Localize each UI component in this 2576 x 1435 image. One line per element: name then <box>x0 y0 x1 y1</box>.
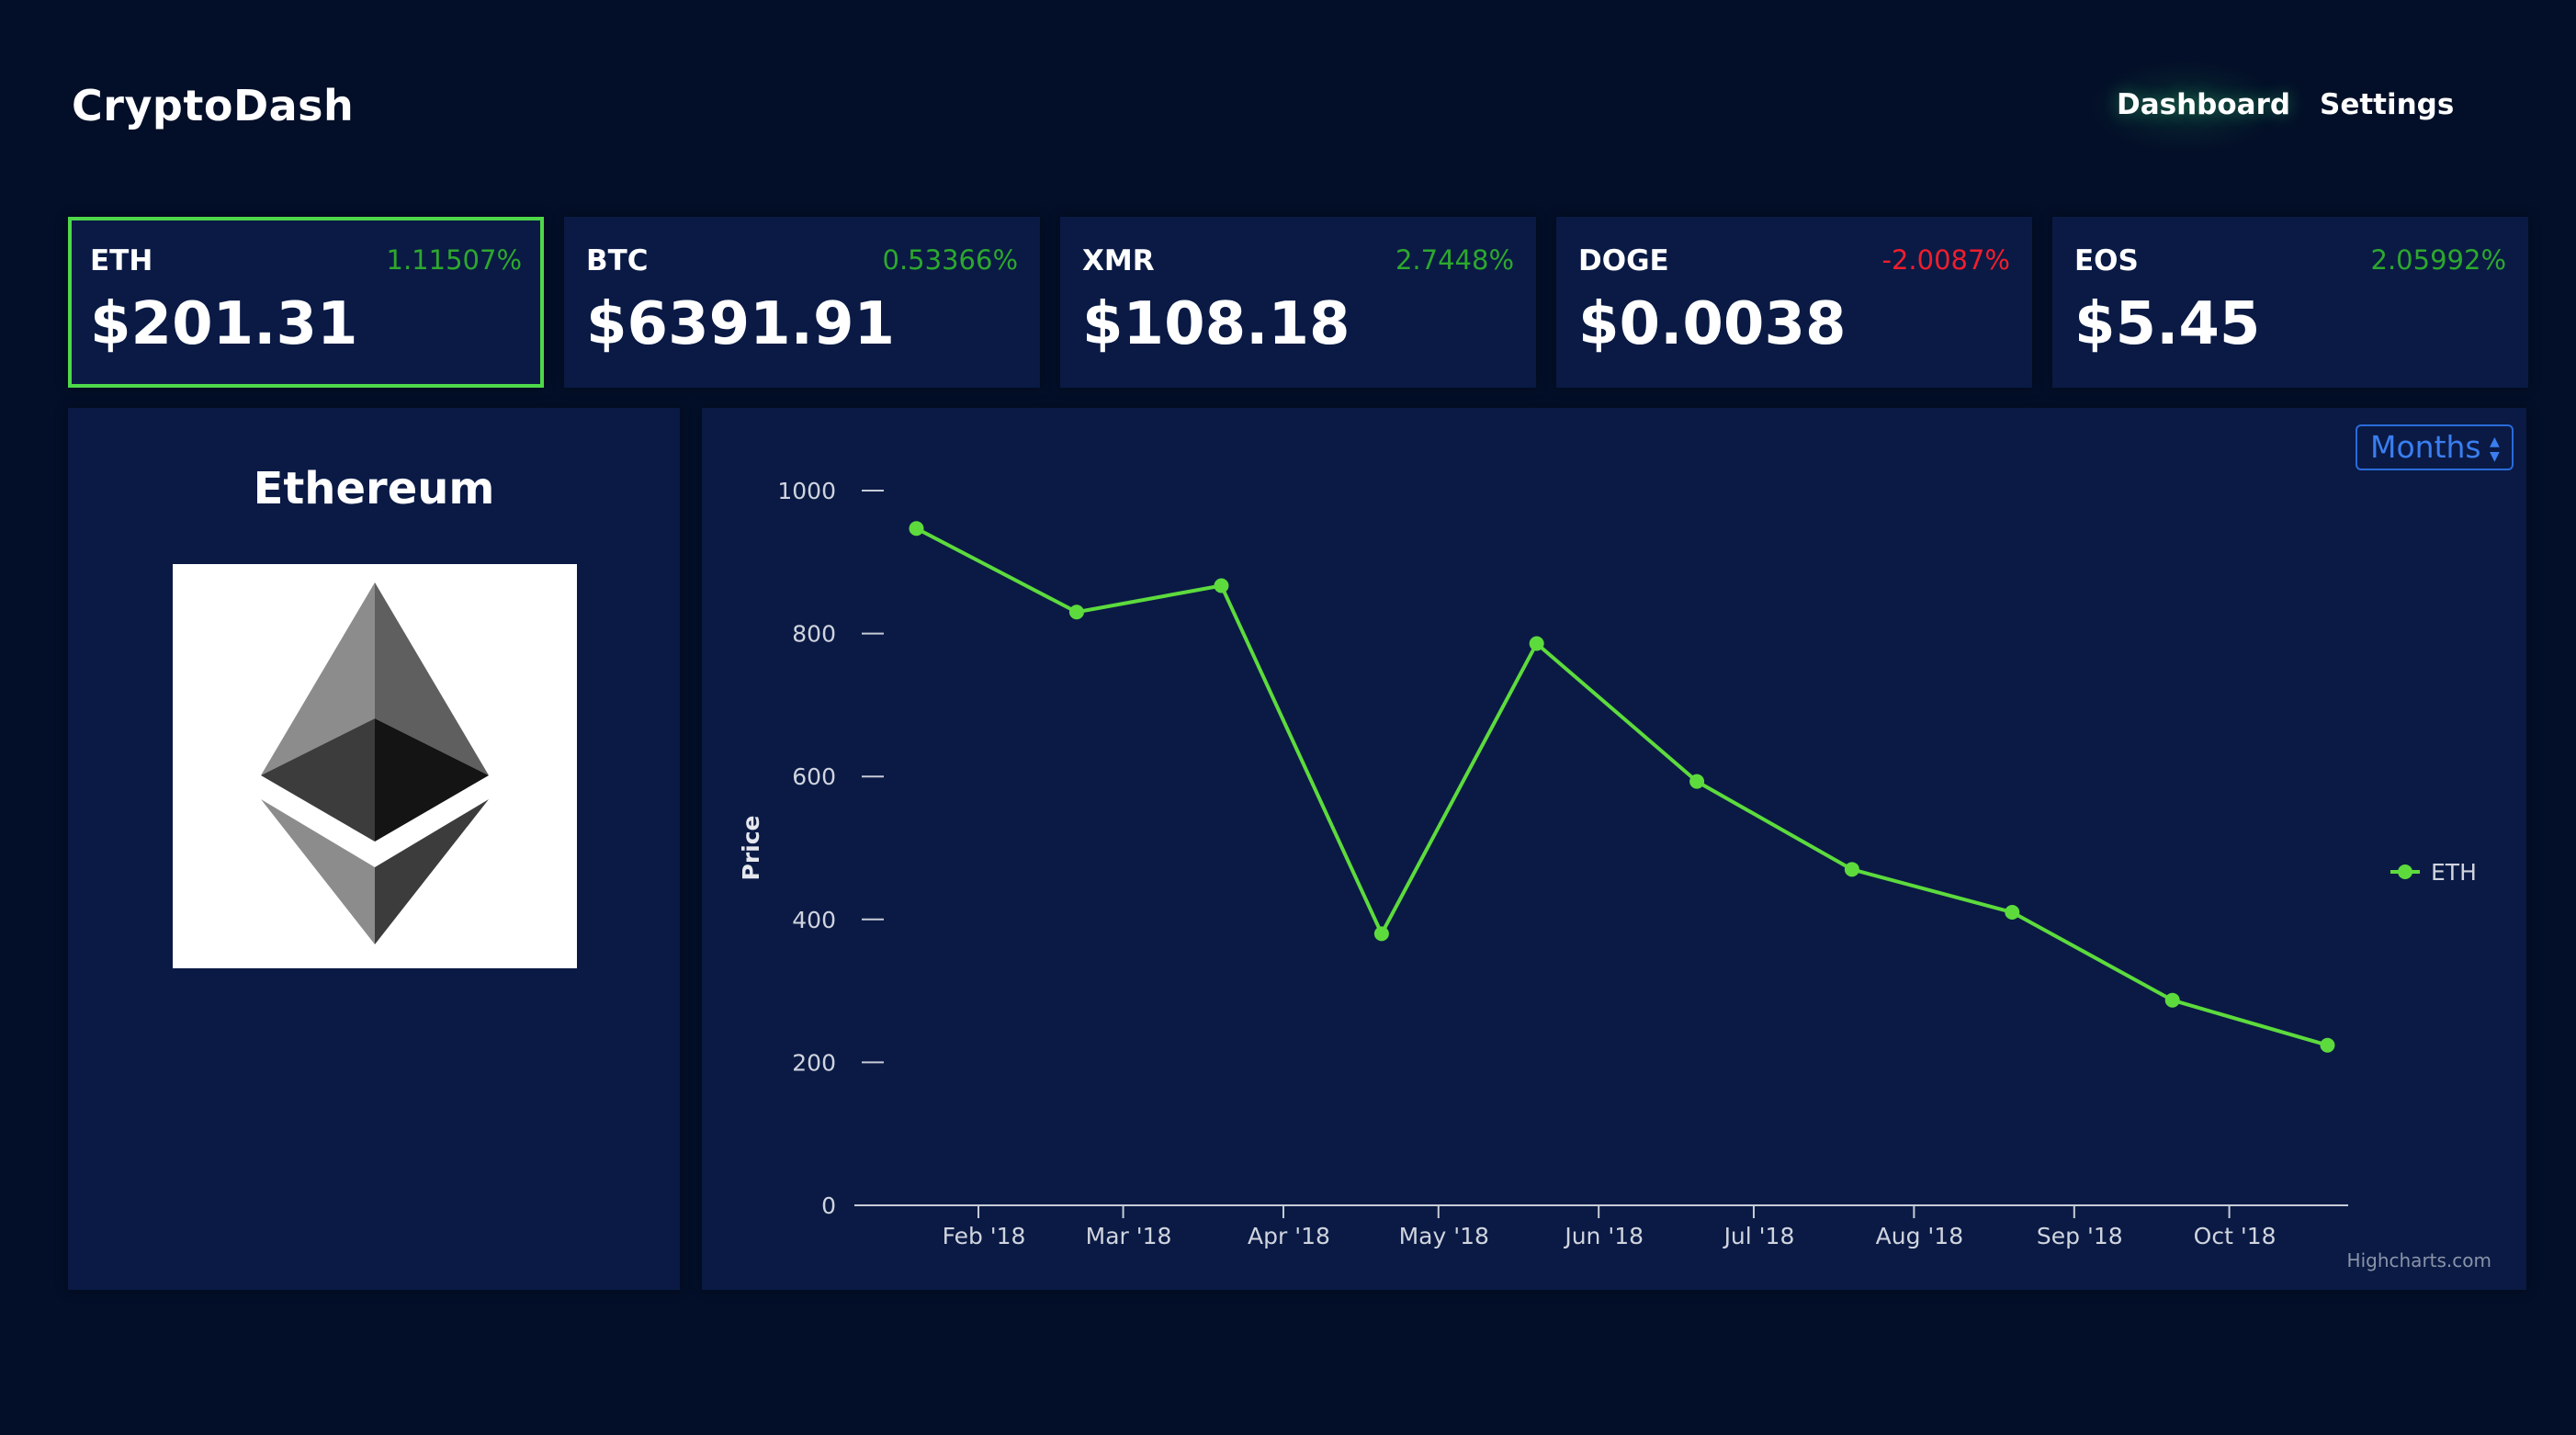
coin-tile-price: $0.0038 <box>1578 290 1847 358</box>
y-tick-label: 800 <box>792 621 836 648</box>
coin-tile-symbol: BTC <box>586 244 649 277</box>
x-tick-label: Jun '18 <box>1563 1223 1644 1249</box>
top-bar: CryptoDash Dashboard Settings <box>0 0 2576 211</box>
coin-tile-change: -2.0087% <box>1881 244 2011 276</box>
y-axis-title: Price <box>738 816 764 881</box>
data-point[interactable] <box>1068 605 1084 620</box>
y-tick-label: 1000 <box>777 478 836 504</box>
data-point[interactable] <box>1214 578 1229 593</box>
data-point[interactable] <box>2320 1037 2335 1053</box>
coin-tile-symbol: ETH <box>90 244 153 277</box>
nav-settings-button[interactable]: Settings <box>2320 88 2455 121</box>
coin-name: Ethereum <box>253 463 495 514</box>
ethereum-diamond-icon <box>173 564 577 968</box>
data-point[interactable] <box>1689 774 1705 789</box>
price-chart: 0 200 400 600 800 1000 Feb '18 Mar '18 Apr '18 Ma… <box>738 478 2477 1249</box>
coin-detail-panel: Ethereum <box>68 408 680 1290</box>
coin-tile-price: $108.18 <box>1082 290 1350 358</box>
coin-tile-price: $6391.91 <box>586 290 896 358</box>
y-tick-label: 0 <box>821 1192 836 1219</box>
x-tick-label: Apr '18 <box>1248 1223 1330 1249</box>
coin-tile-price: $201.31 <box>90 290 358 358</box>
coin-tile-symbol: EOS <box>2074 244 2139 277</box>
range-select-value: Months <box>2370 429 2481 465</box>
x-tick-label: Feb '18 <box>943 1223 1026 1249</box>
x-tick-label: Aug '18 <box>1876 1223 1963 1249</box>
data-point[interactable] <box>1844 862 1859 877</box>
data-point[interactable] <box>2005 905 2020 921</box>
y-tick-label: 600 <box>792 763 836 790</box>
x-tick-label: May '18 <box>1399 1223 1489 1249</box>
coin-tile-change: 1.11507% <box>386 244 522 276</box>
legend-item[interactable]: ETH <box>2431 859 2477 886</box>
x-tick-label: Sep '18 <box>2037 1223 2123 1249</box>
data-point[interactable] <box>2164 992 2180 1008</box>
coin-tile-eos[interactable]: EOS 2.05992% $5.45 <box>2052 217 2528 388</box>
data-point[interactable] <box>1373 926 1389 942</box>
coin-tile-doge[interactable]: DOGE -2.0087% $0.0038 <box>1556 217 2032 388</box>
x-tick-label: Oct '18 <box>2194 1223 2277 1249</box>
select-arrows-icon: ▲ ▼ <box>2490 435 2500 464</box>
coin-tile-change: 2.05992% <box>2370 244 2506 276</box>
coin-tile-change: 2.7448% <box>1395 244 1514 276</box>
x-tick-label: Mar '18 <box>1086 1223 1172 1249</box>
coin-tile-price: $5.45 <box>2074 290 2261 358</box>
range-select[interactable]: Months ▲ ▼ <box>2356 424 2514 470</box>
coin-tile-xmr[interactable]: XMR 2.7448% $108.18 <box>1060 217 1536 388</box>
coin-tile-change: 0.53366% <box>882 244 1018 276</box>
app-logo[interactable]: CryptoDash <box>72 81 355 130</box>
chart-credit[interactable]: Highcharts.com <box>2346 1249 2491 1271</box>
data-point[interactable] <box>909 521 924 537</box>
coin-tile-symbol: XMR <box>1082 244 1155 277</box>
price-chart-panel: 0 200 400 600 800 1000 Feb '18 Mar '18 Apr '18 Ma… <box>702 408 2526 1290</box>
x-tick-label: Jul '18 <box>1723 1223 1795 1249</box>
data-point[interactable] <box>1529 636 1544 651</box>
nav-dashboard-button[interactable]: Dashboard <box>2088 61 2291 153</box>
legend-symbol-marker <box>2398 864 2412 879</box>
coin-tile-eth[interactable]: ETH 1.11507% $201.31 <box>68 217 544 388</box>
coin-tile-btc[interactable]: BTC 0.53366% $6391.91 <box>564 217 1040 388</box>
y-tick-label: 200 <box>792 1049 836 1076</box>
coin-tile-symbol: DOGE <box>1578 244 1669 277</box>
y-tick-label: 400 <box>792 907 836 933</box>
series-line-eth <box>915 526 2329 1047</box>
